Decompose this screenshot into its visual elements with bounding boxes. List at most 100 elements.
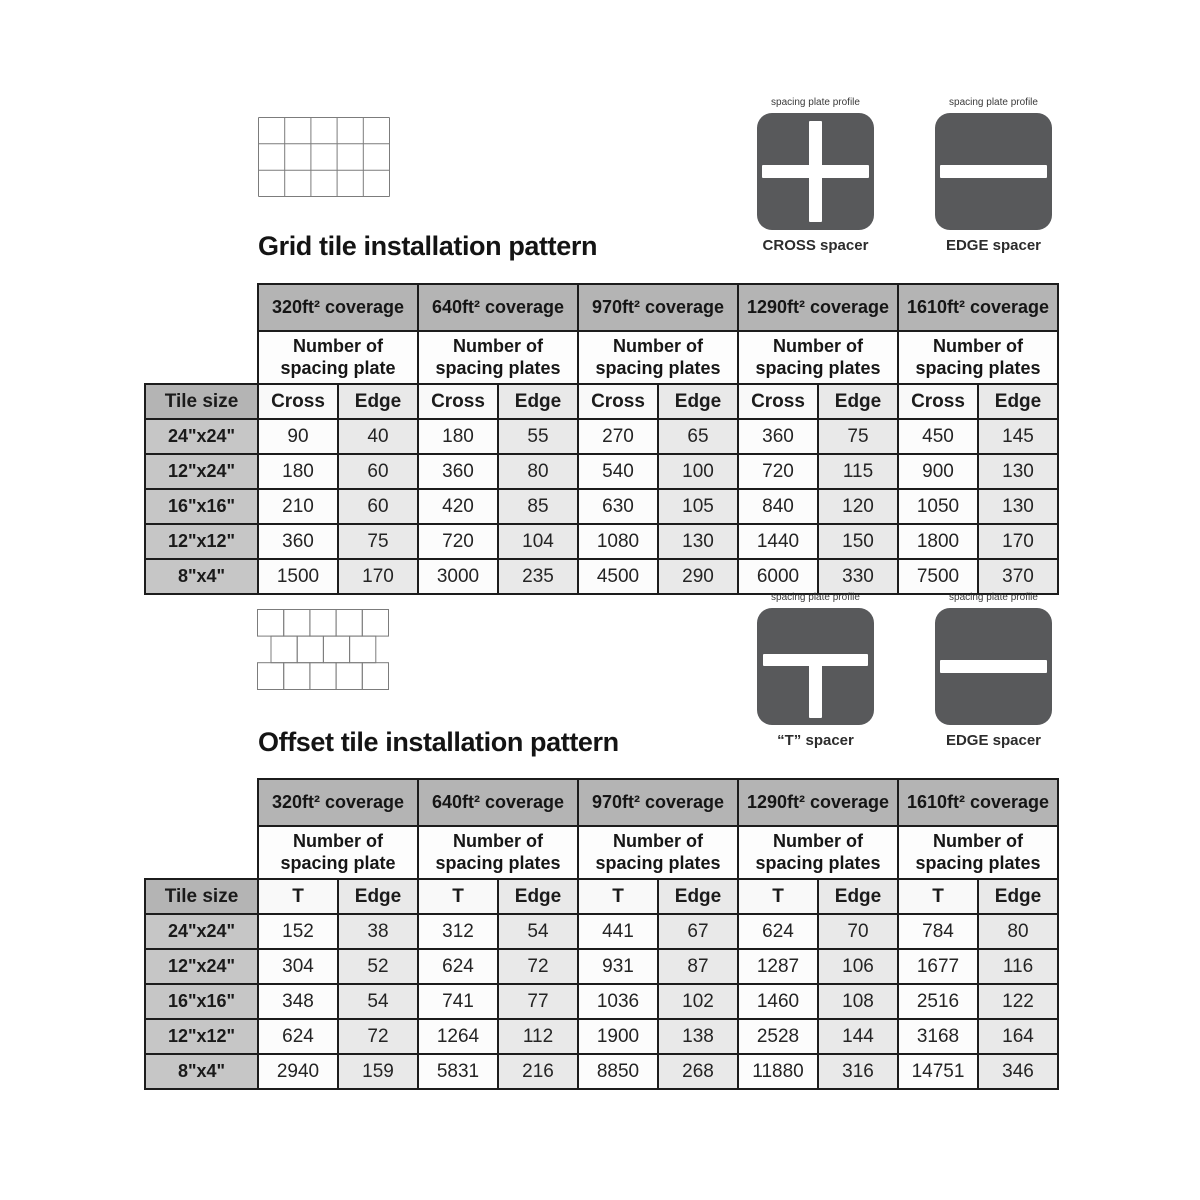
value-cell: 420 (417, 488, 499, 525)
grid-pattern-diagram (258, 117, 390, 197)
value-cell: 170 (337, 558, 419, 595)
value-cell: 122 (977, 983, 1059, 1020)
t-stem-bar (809, 658, 822, 718)
tile-size-cell: 16"x16" (144, 488, 259, 525)
value-cell: 624 (257, 1018, 339, 1055)
value-cell: 75 (817, 418, 899, 455)
subheader-cell: Number of spacing plates (737, 825, 899, 880)
coverage-header-cell: 970ft² coverage (577, 283, 739, 332)
edge-spacer-figure: spacing plate profile EDGE spacer (935, 592, 1052, 749)
value-cell: 104 (497, 523, 579, 560)
value-cell: 40 (337, 418, 419, 455)
tile-size-cell: 8"x4" (144, 558, 259, 595)
table-corner-blank (145, 826, 258, 879)
value-cell: 159 (337, 1053, 419, 1090)
value-cell: 108 (817, 983, 899, 1020)
pair-header-cell: T (417, 878, 499, 915)
value-cell: 2940 (257, 1053, 339, 1090)
value-cell: 270 (577, 418, 659, 455)
value-cell: 630 (577, 488, 659, 525)
value-cell: 115 (817, 453, 899, 490)
grid-pattern-svg (258, 117, 390, 197)
value-cell: 931 (577, 948, 659, 985)
value-cell: 5831 (417, 1053, 499, 1090)
tile-size-header-cell: Tile size (144, 878, 259, 915)
value-cell: 65 (657, 418, 739, 455)
spacer-caption: CROSS spacer (762, 237, 869, 254)
pair-header-cell: Edge (977, 383, 1059, 420)
value-cell: 152 (257, 913, 339, 950)
value-cell: 4500 (577, 558, 659, 595)
value-cell: 1440 (737, 523, 819, 560)
coverage-header-cell: 1290ft² coverage (737, 778, 899, 827)
value-cell: 7500 (897, 558, 979, 595)
table-corner-blank (145, 779, 258, 826)
pair-header-cell: Cross (257, 383, 339, 420)
spacer-caption: “T” spacer (777, 732, 854, 749)
value-cell: 316 (817, 1053, 899, 1090)
value-cell: 441 (577, 913, 659, 950)
value-cell: 1050 (897, 488, 979, 525)
value-cell: 900 (897, 453, 979, 490)
value-cell: 720 (417, 523, 499, 560)
coverage-header-cell: 1610ft² coverage (897, 283, 1059, 332)
t-spacer-figure: spacing plate profile “T” spacer (757, 592, 874, 749)
tile-size-cell: 12"x24" (144, 948, 259, 985)
value-cell: 130 (977, 453, 1059, 490)
pair-header-cell: T (737, 878, 819, 915)
value-cell: 150 (817, 523, 899, 560)
offset-pattern-diagram (257, 609, 389, 690)
value-cell: 360 (417, 453, 499, 490)
value-cell: 216 (497, 1053, 579, 1090)
value-cell: 112 (497, 1018, 579, 1055)
value-cell: 2528 (737, 1018, 819, 1055)
value-cell: 1677 (897, 948, 979, 985)
table-corner-blank (145, 284, 258, 331)
value-cell: 540 (577, 453, 659, 490)
value-cell: 235 (497, 558, 579, 595)
value-cell: 360 (257, 523, 339, 560)
coverage-header-cell: 640ft² coverage (417, 778, 579, 827)
pair-header-cell: Edge (657, 878, 739, 915)
tile-size-cell: 12"x24" (144, 453, 259, 490)
value-cell: 52 (337, 948, 419, 985)
coverage-header-cell: 970ft² coverage (577, 778, 739, 827)
value-cell: 1460 (737, 983, 819, 1020)
spacing-plate-profile-label: spacing plate profile (771, 592, 860, 603)
spacer-caption: EDGE spacer (945, 732, 1042, 749)
value-cell: 720 (737, 453, 819, 490)
tile-size-cell: 16"x16" (144, 983, 259, 1020)
subheader-cell: Number of spacing plates (417, 825, 579, 880)
value-cell: 741 (417, 983, 499, 1020)
subheader-cell: Number of spacing plates (897, 825, 1059, 880)
offset-section-title: Offset tile installation pattern (258, 727, 619, 757)
spacing-plate-profile-label: spacing plate profile (771, 97, 860, 108)
grid-spec-table: 320ft² coverage 640ft² coverage 970ft² cov… (144, 283, 1059, 595)
tile-size-cell: 12"x12" (144, 1018, 259, 1055)
tile-size-cell: 12"x12" (144, 523, 259, 560)
edge-spacer-icon (935, 113, 1052, 230)
value-cell: 72 (337, 1018, 419, 1055)
value-cell: 54 (337, 983, 419, 1020)
value-cell: 80 (977, 913, 1059, 950)
value-cell: 348 (257, 983, 339, 1020)
value-cell: 3000 (417, 558, 499, 595)
edge-horizontal-bar (940, 660, 1047, 673)
pair-header-cell: Cross (897, 383, 979, 420)
coverage-header-cell: 1290ft² coverage (737, 283, 899, 332)
value-cell: 116 (977, 948, 1059, 985)
value-cell: 784 (897, 913, 979, 950)
offset-pattern-svg (257, 609, 389, 690)
value-cell: 100 (657, 453, 739, 490)
value-cell: 1287 (737, 948, 819, 985)
value-cell: 304 (257, 948, 339, 985)
value-cell: 180 (257, 453, 339, 490)
pair-header-cell: Edge (977, 878, 1059, 915)
table-corner-blank (145, 331, 258, 384)
coverage-header-cell: 1610ft² coverage (897, 778, 1059, 827)
value-cell: 180 (417, 418, 499, 455)
value-cell: 87 (657, 948, 739, 985)
value-cell: 138 (657, 1018, 739, 1055)
pair-header-cell: Edge (337, 383, 419, 420)
